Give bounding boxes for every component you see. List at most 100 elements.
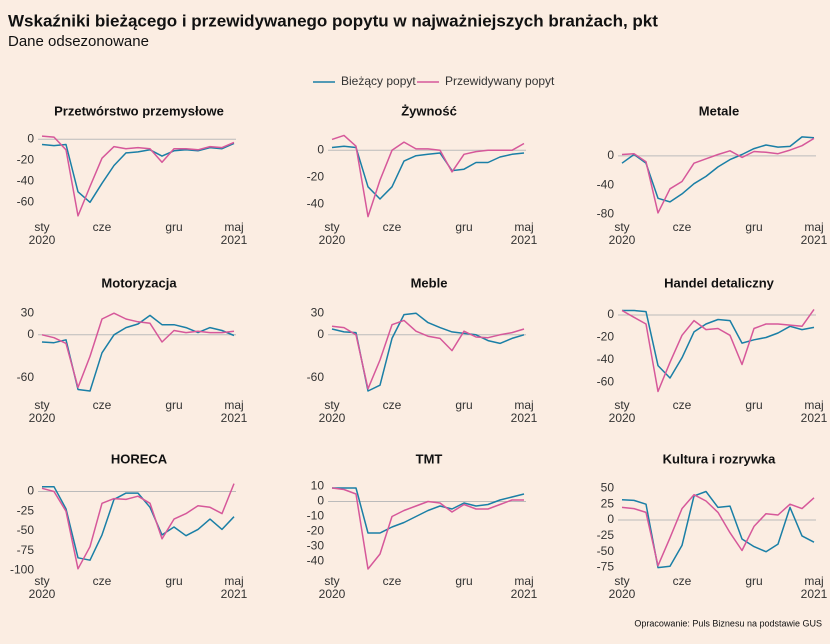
x-tick-label: gru [455, 398, 472, 412]
series-line [331, 145, 525, 200]
x-tick-label: gru [165, 574, 182, 588]
x-tick-label: gru [745, 574, 762, 588]
legend-label: Przewidywany popyt [445, 74, 555, 88]
y-tick-label: 10 [311, 479, 325, 493]
x-tick-label: maj 2021 [511, 574, 538, 601]
y-tick-label: -40 [597, 352, 615, 366]
legend-label: Bieżący popyt [341, 74, 416, 88]
y-tick-label: -40 [307, 554, 325, 568]
panel-title: TMT [416, 451, 443, 466]
y-tick-label: 30 [21, 305, 35, 319]
y-tick-label: 0 [607, 148, 614, 162]
x-tick-label: cze [673, 574, 692, 588]
x-tick-label: sty 2020 [609, 398, 636, 425]
y-tick-label: 0 [317, 327, 324, 341]
series-line [331, 319, 525, 390]
series-line [621, 136, 815, 203]
panel-title: Żywność [401, 103, 457, 118]
panel-title: Handel detaliczny [664, 275, 775, 290]
y-tick-label: -100 [10, 563, 34, 577]
y-tick-label: -60 [17, 370, 35, 384]
y-tick-label: -20 [17, 152, 35, 166]
x-tick-label: maj 2021 [801, 574, 828, 601]
series-line [331, 487, 524, 570]
x-tick-label: cze [93, 574, 112, 588]
panel-title: Przetwórstwo przemysłowe [54, 103, 224, 118]
x-tick-label: maj 2021 [221, 398, 248, 425]
y-tick-label: -50 [597, 544, 615, 558]
panel-title: Metale [699, 103, 739, 118]
y-tick-label: -40 [597, 177, 615, 191]
y-tick-label: 30 [311, 305, 325, 319]
x-tick-label: cze [383, 574, 402, 588]
x-tick-label: gru [745, 220, 762, 234]
series-line [41, 483, 235, 570]
x-tick-label: sty 2020 [29, 220, 56, 247]
y-tick-label: 0 [27, 131, 34, 145]
panel-title: Kultura i rozrywka [663, 451, 776, 466]
y-tick-label: -20 [597, 330, 615, 344]
x-tick-label: gru [165, 220, 182, 234]
y-tick-label: -80 [597, 207, 615, 221]
x-tick-label: sty 2020 [29, 398, 56, 425]
x-tick-label: sty 2020 [29, 574, 56, 601]
y-tick-label: 50 [601, 481, 615, 495]
y-tick-label: -30 [307, 539, 325, 553]
x-tick-label: gru [745, 398, 762, 412]
x-tick-label: gru [455, 574, 472, 588]
chart-title: Wskaźniki bieżącego i przewidywanego pop… [8, 11, 658, 30]
x-tick-label: sty 2020 [609, 574, 636, 601]
x-tick-label: maj 2021 [221, 220, 248, 247]
series-line [621, 308, 815, 393]
x-tick-label: cze [673, 398, 692, 412]
x-tick-label: cze [93, 220, 112, 234]
x-tick-label: cze [383, 398, 402, 412]
y-tick-label: 0 [27, 484, 34, 498]
y-tick-label: -10 [307, 509, 325, 523]
chart-subtitle: Dane odsezonowane [8, 33, 149, 50]
series-line [622, 309, 815, 379]
y-tick-label: -25 [597, 528, 615, 542]
y-tick-label: 0 [607, 307, 614, 321]
x-tick-label: cze [673, 220, 692, 234]
x-tick-label: cze [383, 220, 402, 234]
y-tick-label: -75 [17, 543, 35, 557]
x-tick-label: sty 2020 [609, 220, 636, 247]
x-tick-label: sty 2020 [319, 398, 346, 425]
y-tick-label: 0 [317, 142, 324, 156]
series-line [621, 137, 815, 214]
x-tick-label: maj 2021 [801, 398, 828, 425]
panel-title: Motoryzacja [101, 275, 177, 290]
x-tick-label: maj 2021 [511, 220, 538, 247]
series-line [41, 142, 235, 204]
legend: Bieżący popyt Przewidywany popyt [313, 74, 555, 88]
y-tick-label: -75 [597, 560, 615, 574]
x-tick-label: maj 2021 [801, 220, 828, 247]
y-tick-label: -60 [597, 375, 615, 389]
series-line [41, 135, 235, 217]
series-line [332, 487, 525, 534]
y-tick-label: -20 [307, 524, 325, 538]
series-line [621, 493, 815, 567]
series-line [42, 485, 235, 561]
y-tick-label: 0 [607, 512, 614, 526]
panel-title: Meble [411, 275, 448, 290]
series-line [41, 312, 235, 389]
x-tick-label: sty 2020 [319, 574, 346, 601]
y-tick-label: 25 [601, 496, 615, 510]
y-tick-label: -20 [307, 170, 325, 184]
y-tick-label: -25 [17, 503, 35, 517]
x-tick-label: gru [165, 398, 182, 412]
y-tick-label: -50 [17, 523, 35, 537]
y-tick-label: 0 [27, 327, 34, 341]
y-tick-label: -40 [307, 197, 325, 211]
x-tick-label: cze [93, 398, 112, 412]
y-tick-label: -40 [17, 173, 35, 187]
series-line [331, 134, 525, 218]
x-tick-label: maj 2021 [221, 574, 248, 601]
x-tick-label: sty 2020 [319, 220, 346, 247]
y-tick-label: 0 [317, 494, 324, 508]
y-tick-label: -60 [17, 194, 35, 208]
